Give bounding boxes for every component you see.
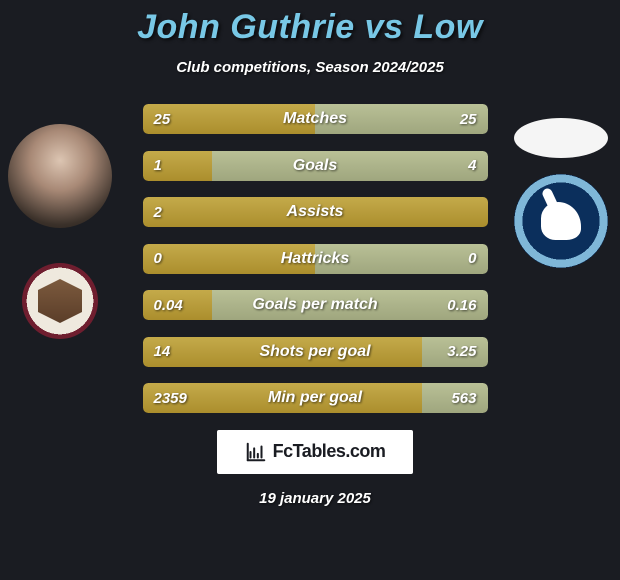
chart-icon <box>245 441 267 463</box>
comparison-card: John Guthrie vs Low Club competitions, S… <box>0 0 620 580</box>
stat-value-right: 25 <box>460 104 477 134</box>
stat-row: Goals1 4 <box>143 151 488 181</box>
stat-value-left: 0 <box>154 244 162 274</box>
stat-value-right: 3.25 <box>447 337 476 367</box>
stat-value-left: 2359 <box>154 383 187 413</box>
stat-label: Min per goal <box>143 383 488 413</box>
stat-value-left: 2 <box>154 197 162 227</box>
stat-label: Goals <box>143 151 488 181</box>
subtitle: Club competitions, Season 2024/2025 <box>0 59 620 76</box>
source-logo: FcTables.com <box>217 430 413 474</box>
stat-row: Min per goal2359 563 <box>143 383 488 413</box>
stat-value-right: 4 <box>468 151 476 181</box>
stat-value-left: 0.04 <box>154 290 183 320</box>
stat-label: Hattricks <box>143 244 488 274</box>
stat-value-right: 0 <box>468 244 476 274</box>
source-logo-text: FcTables.com <box>273 441 386 462</box>
stat-row: Shots per goal14 3.25 <box>143 337 488 367</box>
stat-label: Matches <box>143 104 488 134</box>
stat-value-left: 1 <box>154 151 162 181</box>
stat-value-right: 563 <box>451 383 476 413</box>
stat-value-right: 0.16 <box>447 290 476 320</box>
page-title: John Guthrie vs Low <box>0 8 620 47</box>
stat-value-left: 14 <box>154 337 171 367</box>
stat-value-left: 25 <box>154 104 171 134</box>
stats-area: Matches2525Goals14Assists2Hattricks00Goa… <box>0 104 620 413</box>
stat-label: Assists <box>143 197 488 227</box>
stat-label: Shots per goal <box>143 337 488 367</box>
stat-row: Assists2 <box>143 197 488 227</box>
stat-row: Matches25 25 <box>143 104 488 134</box>
stat-row: Hattricks0 0 <box>143 244 488 274</box>
stat-label: Goals per match <box>143 290 488 320</box>
stat-row: Goals per match0.04 0.16 <box>143 290 488 320</box>
date-label: 19 january 2025 <box>5 490 620 507</box>
